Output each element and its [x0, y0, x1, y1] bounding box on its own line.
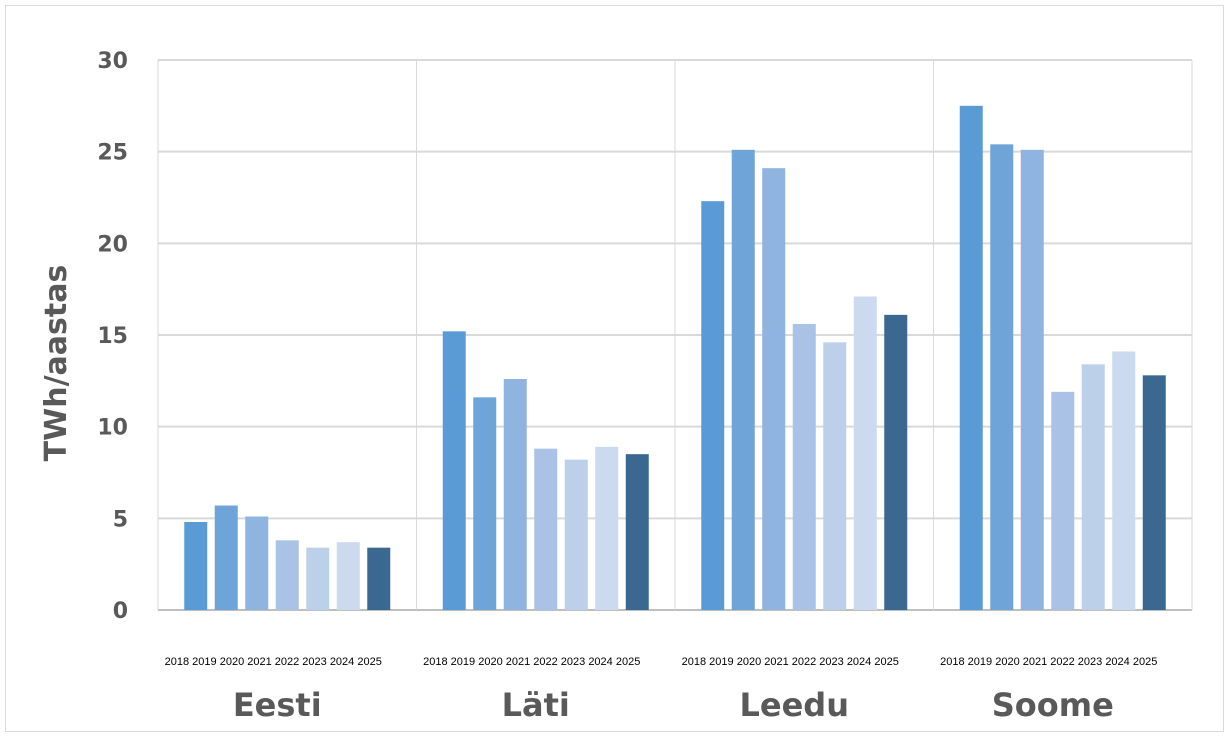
category-label: Soome — [992, 686, 1114, 724]
year-labels: 2018 2019 2020 2021 2022 2023 2024 2025 — [165, 656, 382, 668]
category-label: Läti — [502, 686, 570, 724]
bar — [442, 331, 466, 610]
y-tick-label: 20 — [97, 232, 128, 257]
y-tick-label: 5 — [113, 507, 128, 532]
bar — [990, 144, 1014, 611]
y-tick-label: 25 — [97, 141, 128, 166]
bar — [275, 540, 299, 610]
bar — [367, 547, 391, 610]
bar — [792, 324, 816, 610]
bar — [853, 296, 877, 610]
bar — [701, 201, 725, 610]
bar — [1142, 375, 1166, 610]
bar — [184, 522, 208, 610]
bar — [625, 454, 649, 610]
bar — [1051, 391, 1075, 610]
year-labels: 2018 2019 2020 2021 2022 2023 2024 2025 — [940, 656, 1157, 668]
bar — [306, 547, 330, 610]
y-axis-title: TWh/aastas — [39, 265, 74, 462]
bar — [214, 505, 238, 610]
bar — [1081, 364, 1105, 610]
bar — [762, 168, 786, 610]
bar — [245, 516, 269, 610]
y-tick-label: 10 — [97, 416, 128, 441]
bar — [336, 542, 360, 610]
bar — [731, 149, 755, 611]
y-tick-label: 15 — [97, 324, 128, 349]
bar — [1020, 149, 1044, 611]
bar — [823, 342, 847, 610]
bar — [503, 379, 527, 610]
year-labels: 2018 2019 2020 2021 2022 2023 2024 2025 — [682, 656, 899, 668]
category-label: Eesti — [233, 686, 322, 724]
y-tick-label: 0 — [113, 599, 128, 624]
bar — [473, 397, 497, 610]
bar — [1112, 351, 1136, 610]
bar — [595, 446, 619, 610]
bar — [959, 105, 983, 610]
bar — [564, 459, 588, 610]
bar — [884, 314, 908, 610]
y-tick-label: 30 — [97, 49, 128, 74]
year-labels: 2018 2019 2020 2021 2022 2023 2024 2025 — [423, 656, 640, 668]
bar — [534, 448, 558, 610]
category-label: Leedu — [740, 686, 849, 724]
